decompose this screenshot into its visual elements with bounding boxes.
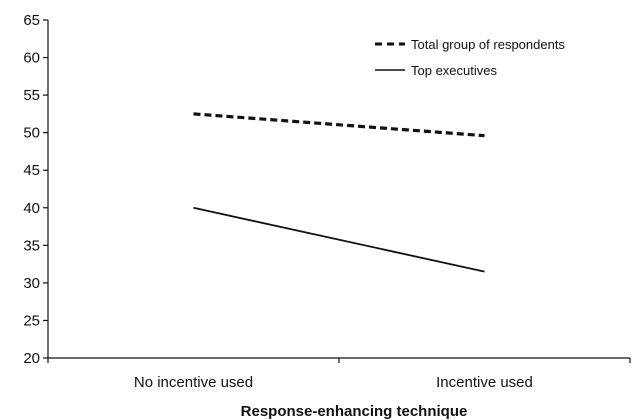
y-tick-label: 55 — [23, 87, 40, 104]
y-tick-label: 30 — [23, 275, 40, 292]
legend: Total group of respondents Top executives — [375, 37, 565, 78]
x-tick-label: Incentive used — [436, 374, 533, 391]
y-tick-label: 20 — [23, 350, 40, 367]
y-tick-label: 35 — [23, 237, 40, 254]
y-tick-label: 50 — [23, 125, 40, 142]
x-axis-title: Response-enhancing technique — [241, 403, 468, 420]
series-line-1 — [193, 206, 485, 273]
y-tick-label: 45 — [23, 162, 40, 179]
series-line-0 — [193, 112, 485, 138]
legend-label-0: Total group of respondents — [411, 37, 565, 52]
legend-label-1: Top executives — [411, 63, 497, 78]
x-tick-label: No incentive used — [134, 374, 253, 391]
series-lines — [193, 112, 485, 273]
axes: 20 25 30 35 40 45 50 55 60 65 No incentive used Inc… — [23, 12, 631, 391]
y-tick-label: 60 — [23, 50, 40, 67]
y-tick-label: 25 — [23, 312, 40, 329]
y-tick-label: 65 — [23, 12, 40, 29]
y-tick-label: 40 — [23, 200, 40, 217]
